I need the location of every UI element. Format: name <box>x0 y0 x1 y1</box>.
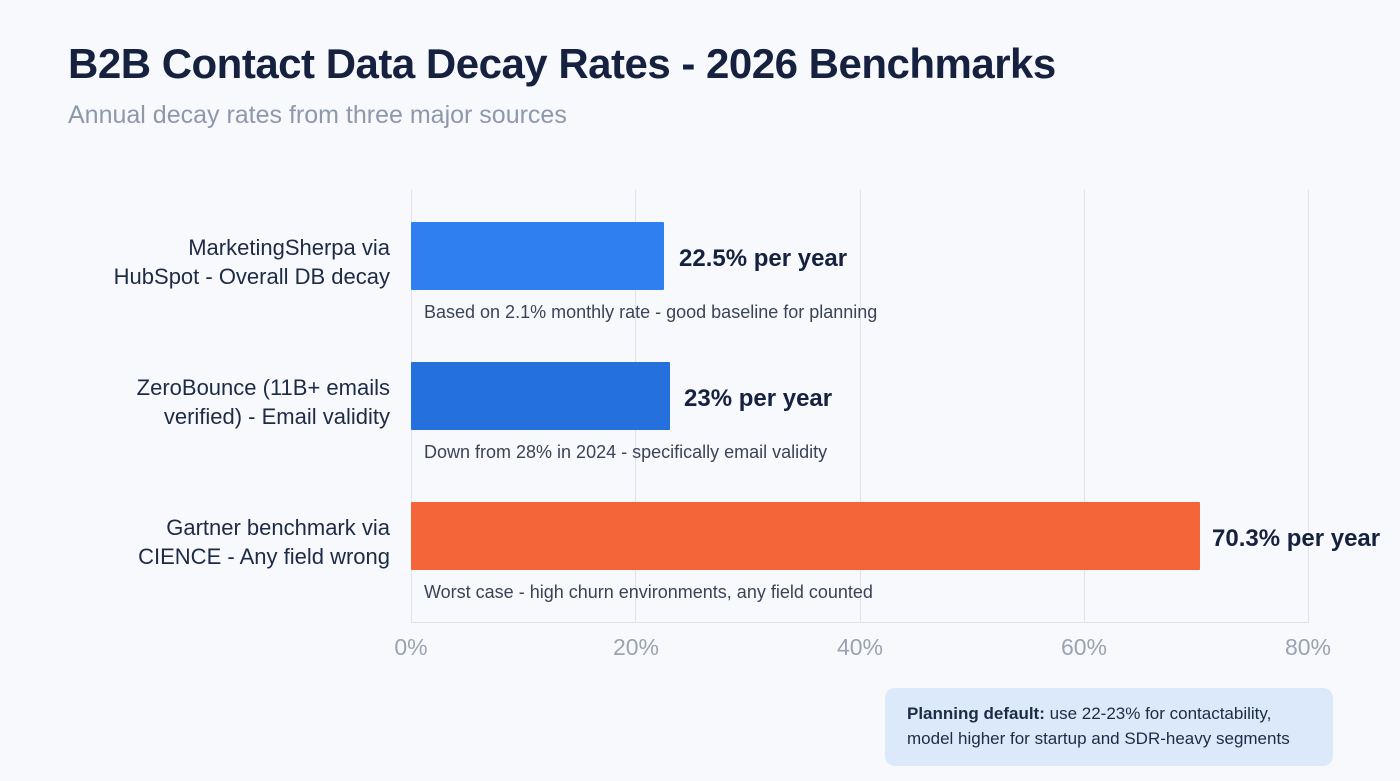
x-axis-line <box>411 622 1309 623</box>
callout-label: Planning default: <box>907 704 1045 723</box>
annotation-zerobounce: Down from 28% in 2024 - specifically ema… <box>424 442 828 462</box>
callout-line-1: Planning default: use 22-23% for contact… <box>907 702 1311 727</box>
value-label-gartner: 70.3% per year <box>1212 525 1381 552</box>
callout-line-2: model higher for startup and SDR-heavy s… <box>907 728 1290 748</box>
chart-header: B2B Contact Data Decay Rates - 2026 Benc… <box>68 40 1328 130</box>
bar-gartner[interactable] <box>411 502 1200 570</box>
bar-marketingsherpa[interactable] <box>411 222 664 290</box>
gridline-40 <box>860 190 861 622</box>
xtick-label-40: 40% <box>836 634 884 660</box>
annotation-marketingsherpa: Based on 2.1% monthly rate - good baseli… <box>424 302 878 322</box>
category-label-gartner: Gartner benchmark via CIENCE - Any field… <box>138 515 390 570</box>
xtick-label-0: 0% <box>394 634 428 660</box>
planning-default-callout: Planning default: use 22-23% for contact… <box>885 688 1333 767</box>
page-subtitle: Annual decay rates from three major sour… <box>68 101 567 130</box>
page-title: B2B Contact Data Decay Rates - 2026 Benc… <box>68 40 1056 87</box>
callout-text-1: use 22-23% for contactability, <box>1044 704 1272 723</box>
gridline-80 <box>1308 190 1309 622</box>
bar-zerobounce[interactable] <box>411 362 670 430</box>
xtick-label-60: 60% <box>1060 634 1108 660</box>
category-label-marketingsherpa: MarketingSherpa via HubSpot - Overall DB… <box>113 235 390 290</box>
annotation-gartner: Worst case - high churn environments, an… <box>424 582 873 602</box>
gridline-60 <box>1084 190 1085 622</box>
category-label-zerobounce: ZeroBounce (11B+ emails verified) - Emai… <box>136 375 390 430</box>
xtick-label-80: 80% <box>1284 634 1332 660</box>
value-label-marketingsherpa: 22.5% per year <box>679 245 848 272</box>
value-label-zerobounce: 23% per year <box>684 385 833 412</box>
xtick-label-20: 20% <box>612 634 660 660</box>
